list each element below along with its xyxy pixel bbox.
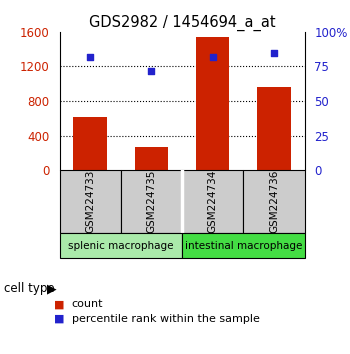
Text: splenic macrophage: splenic macrophage [68,241,174,251]
Bar [182,233,304,258]
Text: GSM224735: GSM224735 [146,170,156,234]
Bar [60,170,121,233]
Bar [182,170,243,233]
Point [88,54,93,59]
Text: GSM224736: GSM224736 [269,170,279,234]
Bar [134,147,168,170]
Point [271,50,277,56]
Bar [243,170,304,233]
Text: ▶: ▶ [47,282,57,295]
Point [210,54,216,59]
Text: count: count [72,299,103,309]
Text: GSM224733: GSM224733 [85,170,95,234]
Text: ■: ■ [54,314,65,324]
Text: intestinal macrophage: intestinal macrophage [184,241,302,251]
Point [148,68,154,74]
Text: GSM224734: GSM224734 [208,170,218,234]
Bar [121,170,182,233]
Bar [257,87,291,170]
Text: percentile rank within the sample: percentile rank within the sample [72,314,260,324]
Bar [196,37,230,170]
Title: GDS2982 / 1454694_a_at: GDS2982 / 1454694_a_at [89,14,275,30]
Text: ■: ■ [54,299,65,309]
Bar [73,117,107,170]
Bar [60,233,182,258]
Text: cell type: cell type [4,282,54,295]
